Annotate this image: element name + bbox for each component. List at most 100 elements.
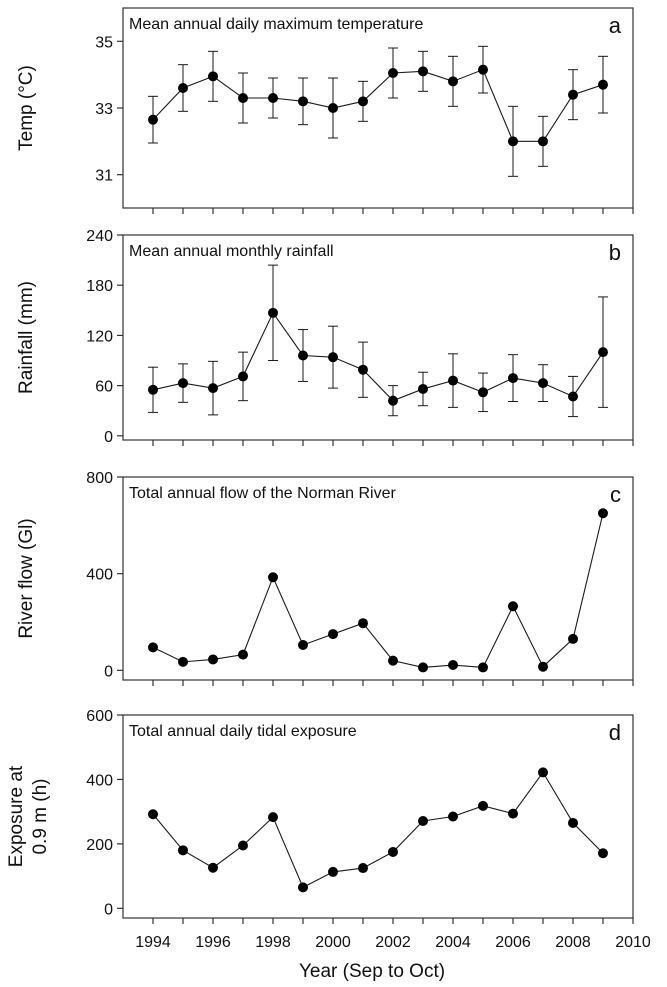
data-point: [298, 639, 308, 650]
data-point: [328, 103, 338, 113]
data-point: [178, 83, 188, 93]
data-point: [418, 383, 428, 394]
y-tick-label: 0: [104, 663, 113, 680]
data-point: [598, 79, 608, 90]
x-axis-label: Year (Sep to Oct): [299, 961, 445, 982]
y-axis-label: Temp (°C): [16, 65, 37, 151]
data-point: [178, 656, 188, 667]
y-axis-label: River flow (Gl): [16, 518, 37, 638]
panel-letter: c: [610, 482, 621, 507]
x-tick-label: 2008: [555, 934, 591, 951]
data-point: [358, 96, 368, 107]
data-point: [508, 373, 518, 384]
y-tick-label: 60: [95, 379, 113, 396]
y-tick-label: 200: [86, 837, 113, 854]
y-axis-label-line: River flow (Gl): [16, 518, 37, 638]
y-tick-label: 400: [86, 567, 113, 584]
x-tick-label: 2010: [615, 934, 651, 951]
x-tick-label: 2006: [495, 934, 531, 951]
x-tick-label: 2002: [375, 934, 411, 951]
y-axis-label-line: Rainfall (mm): [16, 281, 37, 394]
data-point: [508, 808, 518, 819]
panel-b: 0 60 120 180 240 Rainfall (mm) Mean annual mon…: [16, 228, 634, 446]
data-point: [208, 71, 218, 82]
y-tick-label: 33: [95, 101, 113, 118]
y-axis-label-line: 0.9 m (h): [30, 778, 51, 854]
x-tick-label: 1994: [135, 934, 171, 951]
panel-title: Total annual daily tidal exposure: [129, 723, 357, 740]
data-point: [418, 816, 428, 827]
y-axis-label: Rainfall (mm): [16, 281, 37, 394]
data-point: [478, 387, 488, 398]
data-point: [448, 375, 458, 386]
data-point: [388, 68, 398, 78]
data-point: [568, 817, 578, 828]
y-tick-label: 0: [104, 901, 113, 918]
panel-d: 0 200 400 600 Exposure at 0.9 m (h) Total annu…: [6, 708, 634, 924]
series-line: [152, 513, 604, 669]
y-tick-label: 35: [95, 34, 113, 51]
series-line: [152, 311, 604, 402]
panel-letter: b: [609, 240, 621, 265]
data-point: [238, 93, 248, 103]
data-point: [298, 882, 308, 893]
data-point: [148, 809, 158, 820]
x-tick-label: 1998: [255, 934, 291, 951]
data-point: [148, 114, 158, 125]
data-point: [568, 89, 578, 100]
data-point: [298, 350, 308, 361]
data-point: [148, 384, 158, 395]
data-point: [268, 307, 278, 318]
data-point: [178, 845, 188, 856]
data-point: [538, 136, 548, 147]
panel-letter: d: [609, 720, 621, 745]
series-line: [152, 771, 604, 889]
data-point: [298, 96, 308, 107]
data-point: [478, 800, 488, 811]
data-point: [538, 661, 548, 672]
data-point: [448, 76, 458, 87]
data-point: [538, 767, 548, 778]
panel-title: Mean annual daily maximum temperature: [129, 16, 423, 33]
data-point: [268, 572, 278, 583]
y-tick-label: 600: [86, 708, 113, 725]
y-tick-label: 120: [86, 328, 113, 345]
data-point: [208, 383, 218, 394]
data-point: [418, 662, 428, 673]
y-tick-label: 0: [104, 429, 113, 446]
data-point: [598, 848, 608, 859]
panel-a: 31 33 35 Temp (°C) Mean annual daily maximum…: [16, 7, 634, 214]
plot-frame: [122, 714, 634, 919]
data-point: [208, 862, 218, 873]
data-point: [448, 660, 458, 671]
data-point: [598, 508, 608, 519]
data-point: [508, 601, 518, 612]
data-point: [418, 66, 428, 77]
x-tick-label: 2004: [435, 934, 471, 951]
data-point: [238, 840, 248, 851]
y-tick-label: 31: [95, 168, 113, 185]
series-line: [152, 68, 604, 142]
plot-frame: [122, 476, 634, 681]
plot-frame: [122, 234, 634, 441]
panel-letter: a: [609, 13, 622, 38]
y-axis-label: Exposure at 0.9 m (h): [6, 765, 51, 867]
y-tick-label: 400: [86, 772, 113, 789]
data-point: [238, 649, 248, 660]
data-point: [148, 642, 158, 653]
data-point: [598, 347, 608, 358]
data-point: [268, 812, 278, 823]
data-point: [358, 364, 368, 375]
data-point: [238, 371, 248, 382]
data-point: [268, 93, 278, 103]
data-point: [328, 866, 338, 877]
data-point: [328, 352, 338, 363]
panel-c: 0 400 800 River flow (Gl) Total annual flow …: [16, 470, 634, 686]
x-tick-label: 2000: [315, 934, 351, 951]
data-point: [208, 654, 218, 665]
data-point: [388, 395, 398, 406]
y-tick-label: 800: [86, 470, 113, 487]
panel-title: Mean annual monthly rainfall: [129, 243, 334, 260]
data-point: [508, 136, 518, 147]
